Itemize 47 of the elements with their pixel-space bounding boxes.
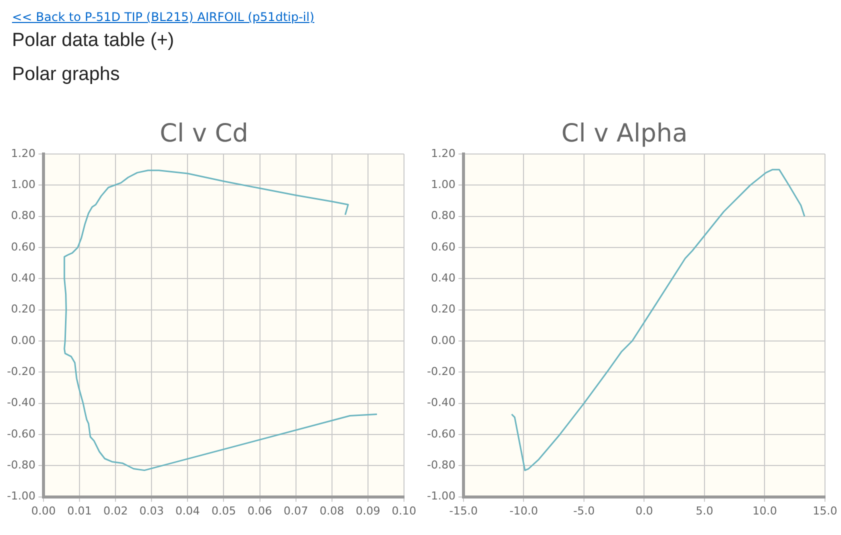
x-tick-label: 0.02: [103, 504, 128, 518]
x-tick-label: 0.05: [211, 504, 236, 518]
x-tick-label: -15.0: [449, 504, 478, 518]
y-tick-label: 0.20: [430, 302, 456, 316]
y-tick-label: -0.20: [6, 365, 36, 378]
x-tick-label: 0.10: [392, 504, 416, 518]
y-tick-label: 0.60: [10, 240, 36, 254]
y-tick-label: -0.20: [426, 365, 456, 378]
y-tick-label: -0.40: [426, 396, 456, 410]
y-tick-label: -0.40: [6, 396, 36, 410]
y-tick-label: 0.20: [10, 302, 36, 316]
y-tick-label: -1.00: [426, 490, 456, 503]
x-tick-label: 0.09: [356, 504, 380, 518]
y-tick-label: -0.80: [6, 458, 36, 472]
y-tick-label: -0.60: [6, 427, 36, 440]
x-tick-label: -10.0: [509, 504, 538, 518]
text: << Back to P-51D TIP (BL215) AIRFOIL (p51dtip-il): [12, 10, 314, 24]
x-tick-label: 0.00: [31, 504, 56, 518]
x-tick-label: 0.04: [175, 504, 200, 518]
y-tick-label: 1.00: [430, 178, 456, 192]
x-tick-label: -5.0: [573, 504, 595, 518]
y-tick-label: 1.20: [430, 146, 456, 160]
x-tick-label: 0.03: [139, 504, 164, 518]
y-tick-label: 0.40: [430, 272, 456, 285]
y-tick-label: 0.60: [430, 240, 456, 254]
chart-title: Cl v Cd: [160, 118, 248, 148]
x-tick-label: 0.07: [284, 504, 308, 518]
y-tick-label: 1.20: [10, 146, 36, 160]
y-tick-label: -1.00: [6, 490, 36, 503]
chart-title: Cl v Alpha: [561, 118, 688, 148]
y-tick-label: -0.80: [426, 458, 456, 472]
y-tick-label: 0.40: [10, 272, 36, 285]
x-tick-label: 15.0: [812, 504, 838, 518]
y-tick-label: 1.00: [10, 178, 36, 192]
x-tick-label: 0.06: [248, 504, 272, 518]
y-tick-label: 0.00: [10, 334, 36, 347]
x-tick-label: 0.0: [635, 504, 653, 518]
y-tick-label: -0.60: [426, 427, 456, 440]
x-tick-label: 0.08: [320, 504, 344, 518]
y-tick-label: 0.00: [430, 334, 456, 347]
y-tick-label: 0.80: [10, 209, 36, 222]
y-tick-label: 0.80: [430, 209, 456, 222]
x-tick-label: 5.0: [696, 504, 714, 518]
text: Polar data table (+): [12, 30, 176, 52]
text: Polar graphs: [12, 64, 121, 86]
x-tick-label: 0.01: [67, 504, 92, 518]
x-tick-label: 10.0: [752, 504, 777, 518]
